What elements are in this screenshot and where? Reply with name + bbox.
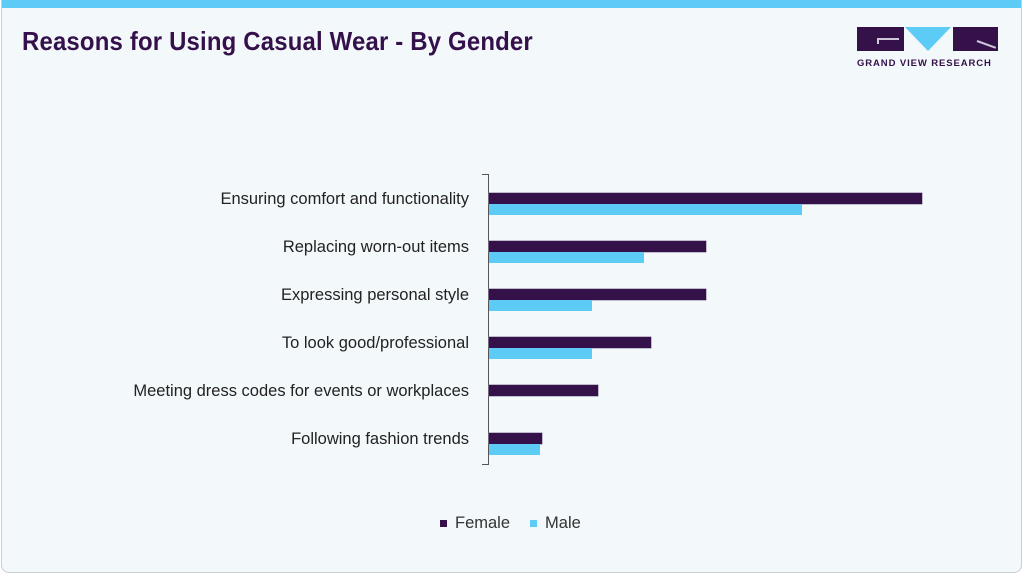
legend-item-male: Male [530,514,581,533]
legend-swatch-icon [440,520,447,527]
category-label: Replacing worn-out items [282,238,469,256]
bar-male [489,300,592,311]
logo-text: GRAND VIEW RESEARCH [857,58,992,69]
bar-female [489,433,542,444]
category-label: Following fashion trends [291,430,469,448]
category-label: To look good/professional [281,334,469,352]
chart-legend: Female Male [440,514,601,533]
legend-item-female: Female [440,514,510,533]
accent-top-bar [2,0,1021,8]
axis-tick-bottom [482,464,488,465]
logo-v-triangle-icon [905,27,951,51]
bar-male [489,252,644,263]
bar-female [489,337,651,348]
category-label: Expressing personal style [280,286,469,304]
axis-tick-top [482,174,488,175]
bar-female [489,289,706,300]
bar-male [489,204,802,215]
legend-label: Male [545,514,581,532]
legend-label: Female [455,514,511,532]
grand-view-research-logo: GRAND VIEW RESEARCH [857,27,999,72]
chart-title: Reasons for Using Casual Wear - By Gende… [22,26,533,56]
category-axis [488,174,489,465]
bar-male [489,444,540,455]
bar-male [489,348,592,359]
bar-female [489,193,922,204]
legend-swatch-icon [530,520,538,527]
category-label: Meeting dress codes for events or workpl… [133,382,469,400]
bar-female [489,241,706,252]
category-label: Ensuring comfort and functionality [220,190,469,208]
bar-female [489,385,598,396]
